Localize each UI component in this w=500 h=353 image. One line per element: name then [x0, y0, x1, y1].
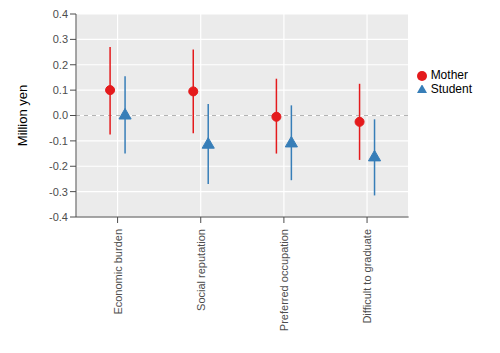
- svg-text:-0.2: -0.2: [49, 160, 68, 172]
- html-text:Mother: Mother: [430, 68, 468, 82]
- svg-text:Economic burden: Economic burden: [112, 229, 124, 315]
- svg-text:Social reputation: Social reputation: [195, 229, 207, 311]
- svg-text:0.3: 0.3: [53, 33, 68, 45]
- svg-text:Preferred occupation: Preferred occupation: [278, 229, 290, 331]
- svg-text:0.2: 0.2: [53, 59, 68, 71]
- html-text:Student: Student: [430, 82, 472, 96]
- svg-text:0.0: 0.0: [53, 109, 68, 121]
- svg-text:-0.4: -0.4: [49, 211, 68, 223]
- svg-text:0.4: 0.4: [53, 8, 68, 20]
- svg-text:-0.1: -0.1: [49, 135, 68, 147]
- svg-text:0.1: 0.1: [53, 84, 68, 96]
- svg-text:Million yen: Million yen: [15, 85, 30, 146]
- svg-text:-0.3: -0.3: [49, 186, 68, 198]
- svg-text:Difficult to graduate: Difficult to graduate: [361, 229, 373, 324]
